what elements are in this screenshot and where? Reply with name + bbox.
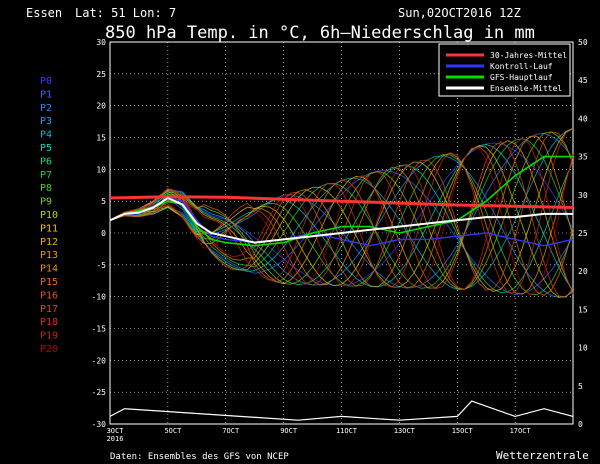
x-tick-label: 7OCT (222, 427, 240, 435)
member-label-P14: P14 (40, 264, 58, 275)
coordinates-label: Lat: 51 Lon: 7 (75, 6, 176, 20)
member-line-P19 (109, 137, 574, 295)
member-line-P2 (109, 133, 574, 289)
legend: 30-Jahres-Mittel Kontroll-Lauf GFS-Hauptla… (438, 43, 571, 97)
x-tick-label: 3OCT (107, 427, 125, 435)
y-right-tick-label: 40 (578, 114, 588, 123)
y-left-tick-label: -5 (96, 261, 106, 270)
y-left-tick-label: -30 (92, 420, 107, 429)
precipitation-mean-line (109, 400, 574, 421)
precipitation-bars (109, 400, 574, 421)
member-label-P11: P11 (40, 223, 58, 234)
series-lines (109, 155, 574, 247)
member-label-P1: P1 (40, 89, 52, 100)
member-label-P10: P10 (40, 210, 58, 221)
y-right-tick-label: 20 (578, 267, 588, 276)
member-line-P20 (109, 147, 574, 296)
member-line-P18 (109, 128, 574, 294)
member-line-P1 (109, 170, 574, 295)
y-left-tick-label: -15 (92, 325, 107, 334)
left-axis: -30 -25 -20 -15 -10 -5 0 5 10 15 20 25 30 (92, 38, 107, 429)
member-label-P2: P2 (40, 103, 52, 114)
member-label-P5: P5 (40, 143, 52, 154)
y-left-tick-label: -20 (92, 356, 107, 365)
y-left-tick-label: 30 (96, 38, 106, 47)
y-left-tick-label: 25 (96, 70, 106, 79)
member-label-P13: P13 (40, 250, 58, 261)
y-right-tick-label: 45 (578, 76, 588, 85)
y-right-tick-label: 25 (578, 229, 588, 238)
right-axis: 0 5 10 15 20 25 30 35 40 45 50 (578, 38, 588, 429)
member-label-P4: P4 (40, 130, 52, 141)
run-timestamp: Sun,02OCT2016 12Z (398, 6, 521, 20)
legend-entry-label: GFS-Hauptlauf (490, 73, 553, 82)
x-tick-label: 5OCT (164, 427, 182, 435)
member-label-P15: P15 (40, 277, 58, 288)
member-label-P12: P12 (40, 237, 58, 248)
member-line-P15 (109, 146, 574, 296)
member-line-P12 (109, 140, 574, 293)
member-label-P3: P3 (40, 116, 52, 127)
member-label-P19: P19 (40, 331, 58, 342)
member-label-P17: P17 (40, 304, 58, 315)
y-right-tick-label: 30 (578, 191, 588, 200)
footer-source: Daten: Ensembles des GFS von NCEP (110, 452, 289, 462)
member-label-P8: P8 (40, 183, 52, 194)
member-list: P0 P1 P2 P3 P4 P5 P6 P7 P8 P9 P10 P11 P12 P13 P14 P15 P1… (40, 76, 58, 355)
member-line-P5 (109, 143, 574, 291)
y-right-tick-label: 0 (578, 420, 583, 429)
member-label-P20: P20 (40, 344, 58, 355)
y-right-tick-label: 50 (578, 38, 588, 47)
y-right-tick-label: 35 (578, 153, 588, 162)
legend-entry-label: Ensemble-Mittel (490, 84, 562, 93)
member-label-P0: P0 (40, 76, 52, 87)
y-left-tick-label: -25 (92, 388, 107, 397)
y-left-tick-label: 15 (96, 134, 106, 143)
y-left-tick-label: 0 (101, 229, 106, 238)
ensemble-members (109, 127, 574, 298)
y-right-tick-label: 15 (578, 305, 588, 314)
x-tick-label: 15OCT (452, 427, 474, 435)
x-tick-sublabel: 2016 (107, 435, 124, 443)
x-tick-label: 9OCT (280, 427, 298, 435)
member-label-P7: P7 (40, 170, 52, 181)
chart-title: 850 hPa Temp. in °C, 6h–Niederschlag in … (105, 23, 535, 43)
x-tick-label: 17OCT (510, 427, 532, 435)
member-label-P18: P18 (40, 317, 58, 328)
member-line-P9 (109, 131, 574, 290)
member-line-P8 (109, 154, 574, 296)
legend-entry-label: Kontroll-Lauf (490, 62, 553, 71)
member-label-P9: P9 (40, 197, 52, 208)
member-line-P16 (109, 131, 574, 291)
series-line-30-jahres-mittel (109, 195, 574, 209)
y-left-tick-label: 10 (96, 165, 106, 174)
legend-entry-label: 30-Jahres-Mittel (490, 51, 567, 60)
footer-brand: Wetterzentrale (496, 449, 589, 462)
y-left-tick-label: 20 (96, 102, 106, 111)
y-left-tick-label: -10 (92, 293, 107, 302)
member-label-P16: P16 (40, 290, 58, 301)
y-right-tick-label: 5 (578, 382, 583, 391)
x-tick-label: 13OCT (394, 427, 416, 435)
y-right-tick-label: 10 (578, 344, 588, 353)
y-left-tick-label: 5 (101, 197, 106, 206)
x-tick-label: 11OCT (336, 427, 358, 435)
series-line-ensemble-mittel (109, 197, 573, 244)
member-label-P6: P6 (40, 156, 52, 167)
location-label: Essen (26, 6, 62, 20)
